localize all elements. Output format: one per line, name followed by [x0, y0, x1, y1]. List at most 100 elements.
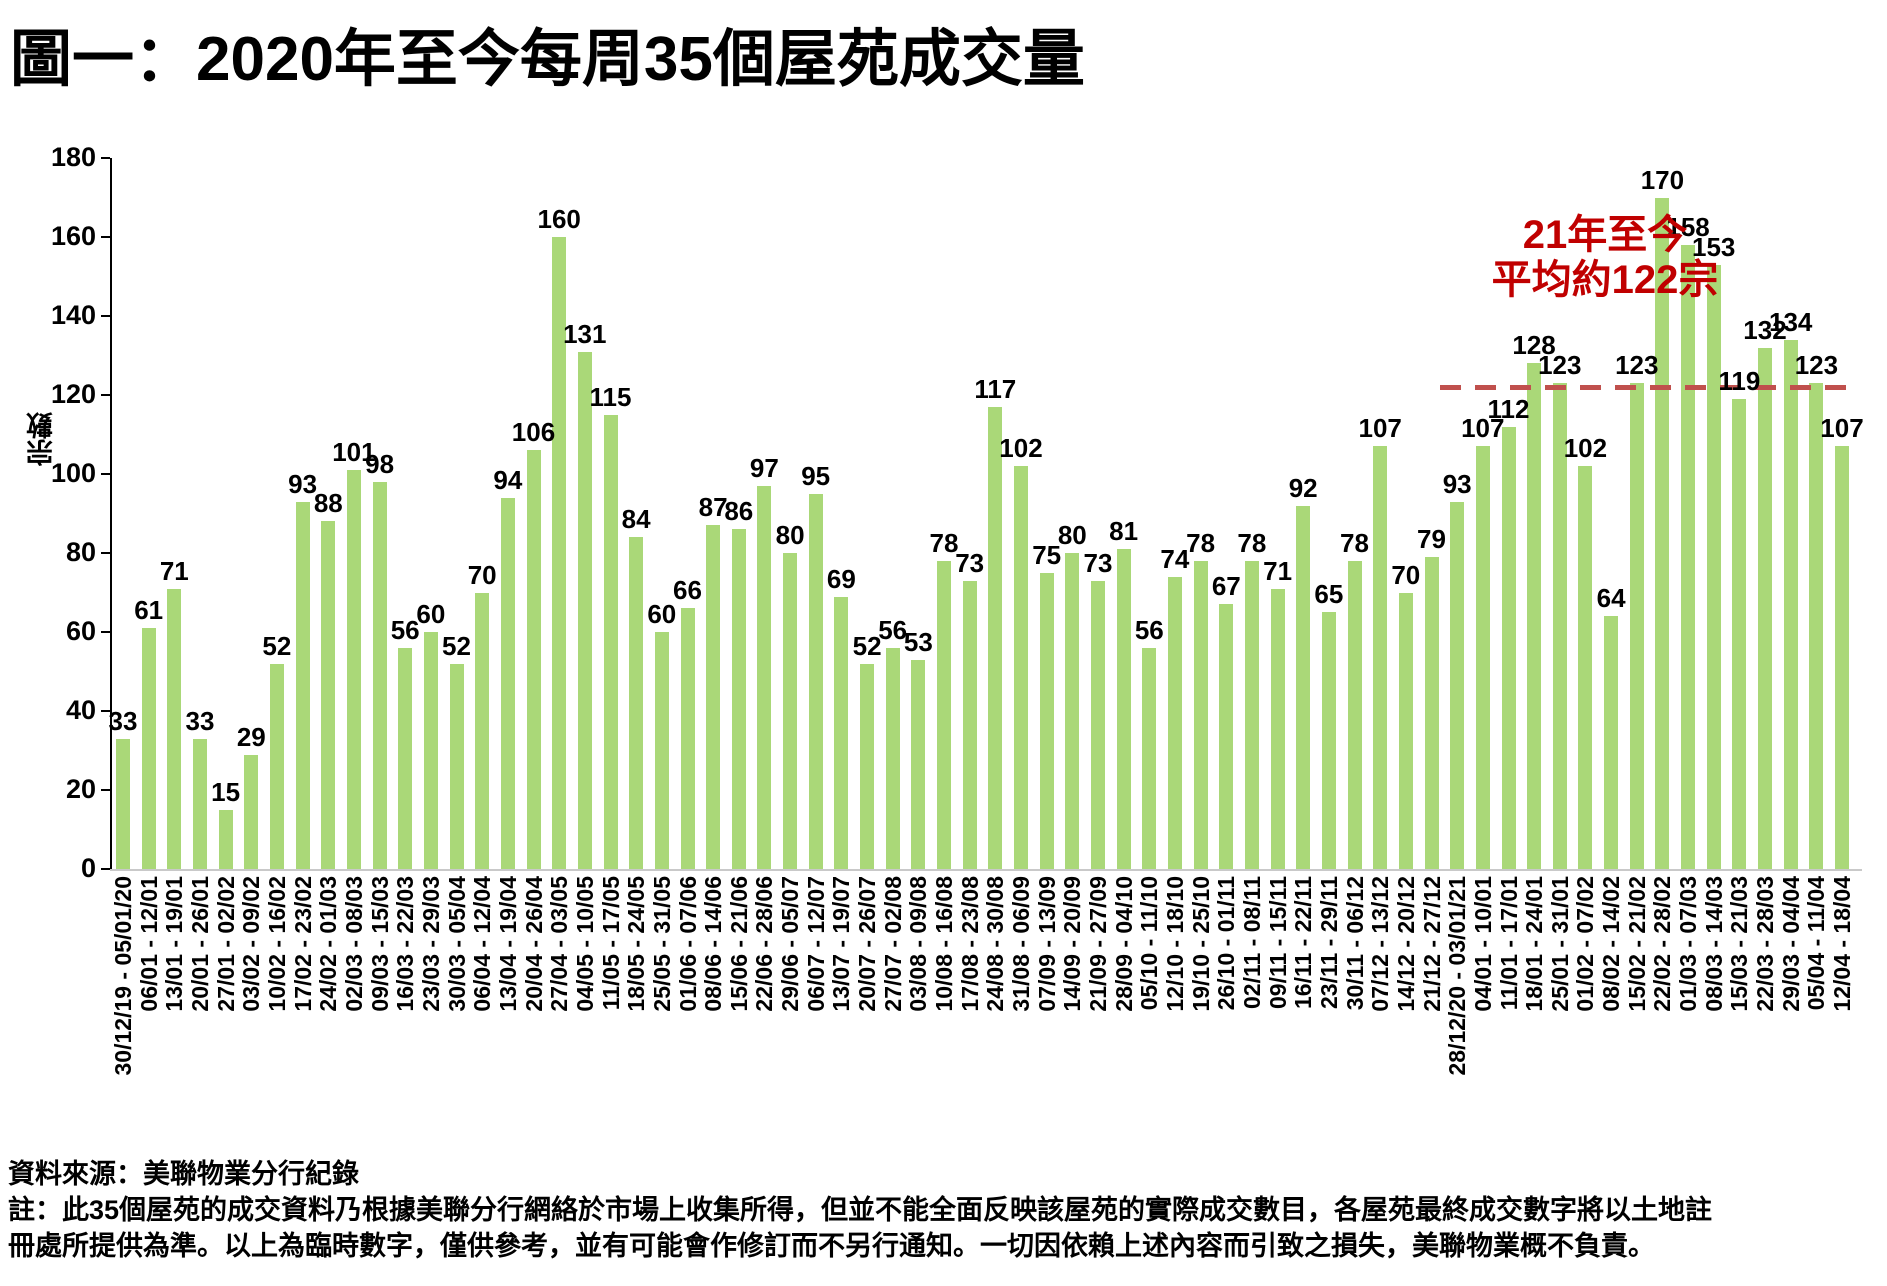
- source-note: 資料來源：美聯物業分行紀錄: [8, 1159, 359, 1189]
- y-tick-label: 100: [50, 458, 96, 488]
- bar: [1706, 264, 1721, 869]
- x-axis-label: 08/06 - 14/06: [700, 876, 727, 1012]
- bar: [269, 663, 284, 869]
- bar-value-label: 61: [134, 595, 164, 625]
- y-tick-mark: [101, 710, 110, 712]
- bar: [577, 351, 592, 869]
- x-axis-label: 09/03 - 15/03: [366, 876, 393, 1012]
- bar: [500, 497, 515, 869]
- bar-value-label: 64: [1596, 583, 1626, 614]
- x-axis-label: 04/01 - 10/01: [1469, 876, 1496, 1012]
- y-tick-label: 80: [65, 537, 96, 567]
- chart-title: 圖一：2020年至今每周35個屋苑成交量: [10, 25, 1085, 94]
- x-axis-label: 28/09 - 04/10: [1110, 876, 1137, 1012]
- bar: [757, 485, 772, 869]
- bar: [680, 608, 695, 869]
- disclaimer-line-2: 冊處所提供為準。以上為臨時數字，僅供參考，並有可能會作修訂而不另行通知。一切因依…: [8, 1231, 1655, 1261]
- bar-value-label: 123: [1615, 350, 1659, 381]
- x-axis-label: 22/02 - 28/02: [1649, 876, 1676, 1012]
- bar: [218, 809, 233, 870]
- bar-value-label: 101: [332, 437, 376, 467]
- bar: [475, 592, 490, 869]
- bar-value-label: 52: [442, 630, 471, 661]
- x-axis-label: 06/04 - 12/04: [469, 876, 496, 1012]
- bar-value-label: 56: [390, 614, 420, 645]
- bar: [372, 481, 387, 869]
- x-axis-label: 26/10 - 01/11: [1213, 876, 1240, 1011]
- bar: [988, 406, 1003, 869]
- bar: [167, 588, 182, 869]
- x-axis-label: 19/10 - 25/10: [1187, 876, 1214, 1012]
- x-axis-label: 24/08 - 30/08: [982, 876, 1009, 1012]
- x-axis-label: 17/08 - 23/08: [956, 876, 983, 1012]
- bar: [1475, 446, 1490, 869]
- bar-value-label: 60: [416, 599, 446, 629]
- bar: [398, 647, 413, 869]
- x-axis-label: 30/03 - 05/04: [443, 876, 470, 1012]
- bar-value-label: 70: [467, 559, 497, 590]
- bar-value-label: 134: [1768, 306, 1813, 337]
- x-axis-label: 29/06 - 05/07: [777, 876, 804, 1012]
- bar-value-label: 131: [563, 318, 607, 349]
- x-axis-label: 18/01 - 24/01: [1521, 876, 1548, 1012]
- x-axis-label: 02/03 - 08/03: [340, 876, 367, 1012]
- bar: [937, 560, 951, 869]
- y-tick-label: 60: [65, 616, 96, 646]
- bar-value-label: 87: [698, 492, 728, 523]
- bar-value-label: 33: [108, 705, 138, 736]
- x-axis-label: 25/05 - 31/05: [648, 876, 675, 1012]
- bar-value-label: 106: [511, 417, 556, 448]
- y-tick-label: 140: [50, 300, 96, 330]
- bar-value-label: 56: [1134, 614, 1164, 645]
- x-axis-label: 07/09 - 13/09: [1033, 876, 1060, 1012]
- bar-value-label: 158: [1666, 211, 1710, 242]
- bar-value-label: 74: [1160, 543, 1190, 574]
- bar: [1629, 383, 1644, 869]
- y-tick-mark: [101, 789, 110, 791]
- x-axis-label: 16/11 - 22/11: [1290, 876, 1317, 1010]
- y-tick-mark: [101, 157, 110, 159]
- bar-value-label: 71: [159, 555, 189, 586]
- bar-value-label: 80: [1057, 520, 1087, 550]
- y-tick-mark: [101, 473, 110, 475]
- bar-value-label: 94: [493, 464, 523, 495]
- bar: [1065, 553, 1080, 869]
- y-tick-mark: [101, 631, 110, 633]
- bar-value-label: 69: [826, 563, 856, 594]
- x-axis-label: 15/06 - 21/06: [725, 876, 752, 1012]
- x-axis-label: 22/06 - 28/06: [751, 876, 778, 1012]
- bar: [1167, 576, 1182, 869]
- bar: [885, 647, 900, 869]
- average-annotation: 21年至今 平均約122宗: [1455, 213, 1755, 303]
- x-axis-label: 24/02 - 01/03: [315, 876, 342, 1012]
- bar-value-label: 60: [647, 599, 677, 629]
- bar-value-label: 123: [1538, 350, 1582, 381]
- bar: [1116, 549, 1131, 869]
- bar: [629, 537, 644, 869]
- bar: [1835, 446, 1849, 869]
- bar: [1270, 588, 1285, 869]
- x-axis-label: 21/09 - 27/09: [1085, 876, 1111, 1012]
- bar-value-label: 75: [1032, 539, 1062, 570]
- bar-value-label: 71: [1263, 555, 1293, 586]
- bar: [346, 470, 361, 869]
- y-tick-mark: [101, 394, 110, 396]
- x-axis-label: 05/10 - 11/10: [1136, 876, 1163, 1011]
- x-axis-label: 15/03 - 21/03: [1726, 876, 1753, 1012]
- x-axis-label: 14/09 - 20/09: [1059, 876, 1086, 1012]
- bar: [526, 450, 541, 869]
- x-axis-label: 06/01 - 12/01: [135, 876, 162, 1012]
- bar-value-label: 66: [673, 575, 702, 606]
- bar: [911, 659, 926, 869]
- x-axis-label: 18/05 - 24/05: [623, 876, 650, 1012]
- bar-value-label: 98: [365, 448, 395, 479]
- x-axis-label: 12/10 - 18/10: [1161, 876, 1188, 1012]
- bar-value-label: 97: [749, 452, 779, 483]
- bar-value-label: 107: [1461, 413, 1505, 444]
- bar-value-label: 53: [903, 626, 933, 657]
- y-tick-mark: [101, 315, 110, 317]
- x-axis-label: 01/03 - 07/03: [1675, 876, 1702, 1012]
- bar: [808, 493, 823, 870]
- disclaimer-line-1: 註：此35個屋苑的成交資料乃根據美聯分行網絡於市場上收集所得，但並不能全面反映該…: [8, 1195, 1713, 1225]
